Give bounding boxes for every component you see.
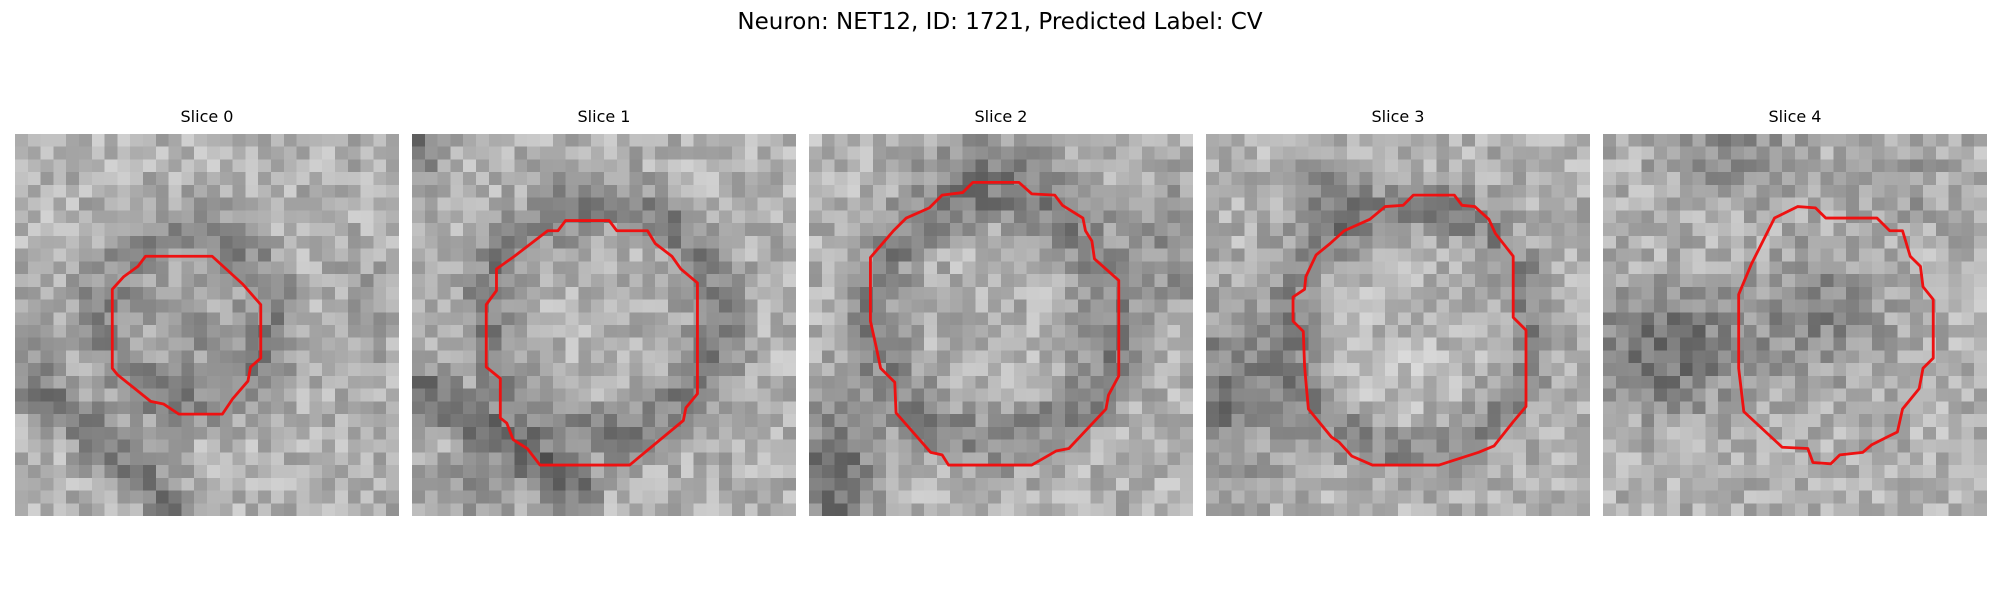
slice-pixels-0	[15, 134, 399, 516]
slice-title-2: Slice 2	[809, 106, 1193, 128]
slice-image-4	[1603, 134, 1987, 516]
figure-title: Neuron: NET12, ID: 1721, Predicted Label…	[0, 6, 2000, 38]
slice-pixels-2	[809, 134, 1193, 516]
slice-title-3: Slice 3	[1206, 106, 1590, 128]
slice-image-2	[809, 134, 1193, 516]
slice-image-3	[1206, 134, 1590, 516]
slice-pixels-4	[1603, 134, 1987, 516]
slice-image-1	[412, 134, 796, 516]
slice-pixels-3	[1206, 134, 1590, 516]
slice-title-1: Slice 1	[412, 106, 796, 128]
slice-image-0	[15, 134, 399, 516]
slice-title-0: Slice 0	[15, 106, 399, 128]
slice-pixels-1	[412, 134, 796, 516]
slice-title-4: Slice 4	[1603, 106, 1987, 128]
